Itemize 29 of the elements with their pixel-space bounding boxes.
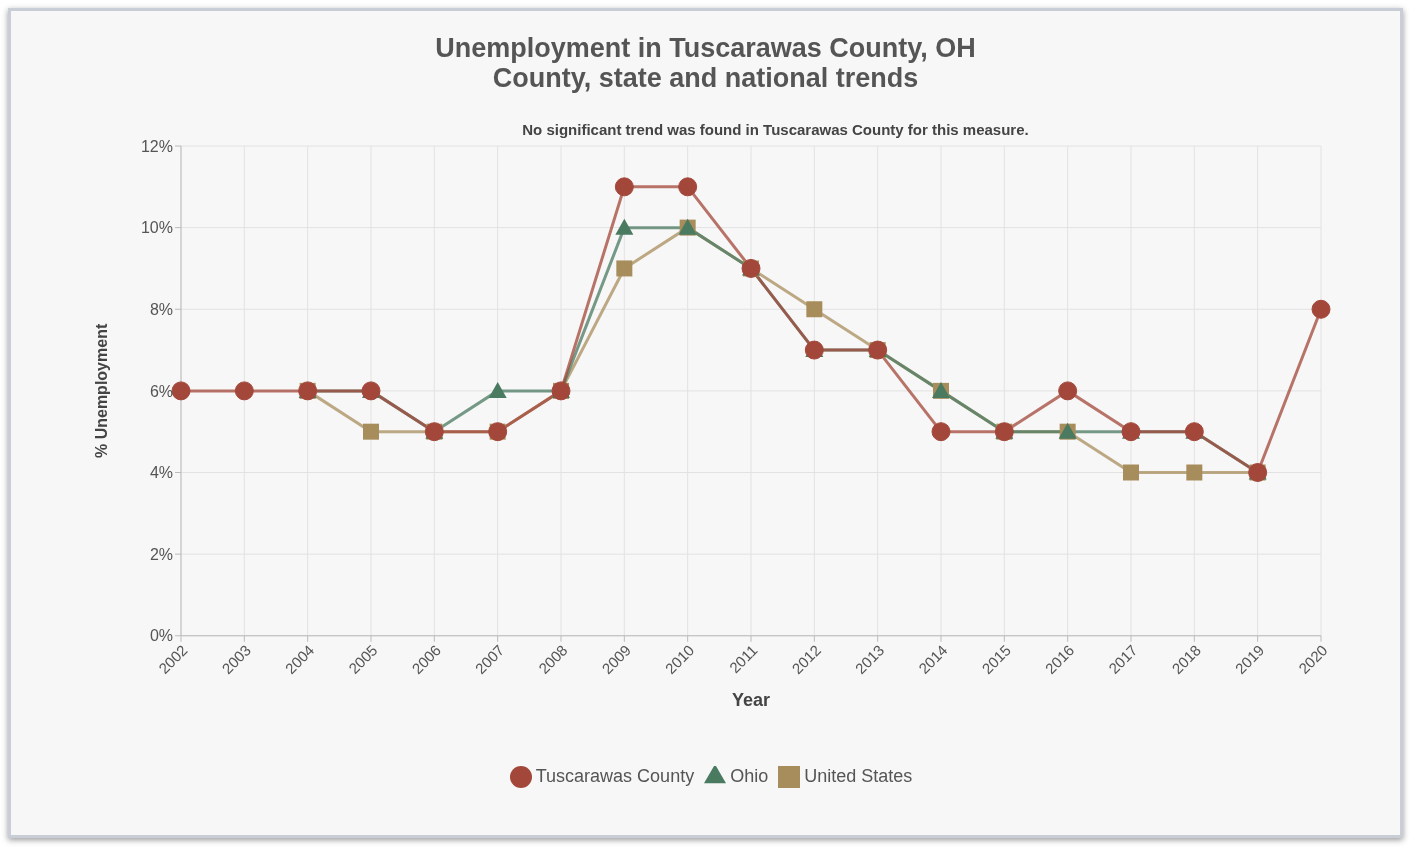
point bbox=[363, 423, 379, 440]
chart-title: Unemployment in Tuscarawas County, OH bbox=[434, 33, 977, 63]
point bbox=[1058, 381, 1078, 401]
y-axis-title: % Unemployment bbox=[92, 323, 110, 458]
legend-label: Ohio bbox=[730, 765, 769, 786]
y-tick-label: 2% bbox=[149, 545, 173, 563]
point bbox=[678, 177, 698, 197]
point bbox=[616, 260, 633, 277]
point bbox=[234, 381, 254, 401]
point bbox=[806, 301, 823, 318]
x-axis-title: Year bbox=[731, 689, 771, 710]
y-tick-label: 6% bbox=[149, 382, 173, 400]
legend-label: Tuscarawas County bbox=[535, 765, 695, 786]
legend-label: United States bbox=[804, 765, 913, 786]
point bbox=[614, 177, 634, 197]
point bbox=[931, 422, 951, 442]
point bbox=[1123, 464, 1139, 481]
y-tick-label: 0% bbox=[149, 627, 173, 645]
y-tick-label: 10% bbox=[140, 219, 173, 237]
point bbox=[171, 381, 191, 401]
y-tick-label: 8% bbox=[149, 300, 173, 318]
text: No significant trend was found in Tuscarawas County for this measure. bbox=[521, 121, 1030, 138]
chart-subtitle: County, state and national trends bbox=[491, 63, 920, 93]
y-tick-label: 12% bbox=[140, 137, 173, 155]
y-tick-label: 4% bbox=[149, 464, 173, 482]
point bbox=[1311, 299, 1331, 319]
point bbox=[488, 381, 507, 398]
point bbox=[1186, 464, 1203, 481]
point bbox=[615, 218, 634, 235]
